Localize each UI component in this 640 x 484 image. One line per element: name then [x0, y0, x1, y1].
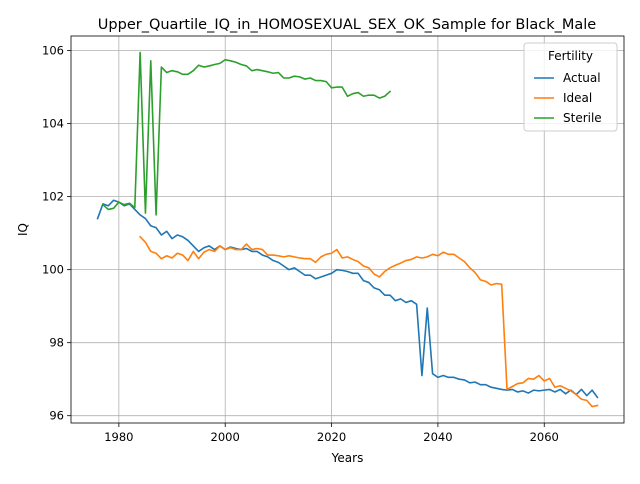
series-line-actual: [96, 199, 599, 399]
y-tick-label: 102: [42, 190, 64, 204]
series-line-sterile: [101, 51, 392, 216]
legend-title: Fertility: [548, 49, 593, 63]
x-tick-label: 2040: [423, 430, 452, 444]
x-tick-label: 2060: [530, 430, 559, 444]
legend-box: [523, 42, 618, 132]
y-tick-label: 98: [49, 336, 64, 350]
y-tick-label: 96: [49, 409, 64, 423]
legend-entries: Actual Ideal Sterile: [534, 71, 602, 125]
legend-label-ideal: Ideal: [563, 91, 592, 105]
x-tick-label: 2020: [317, 430, 346, 444]
chart-title: Upper_Quartile_IQ_in_HOMOSEXUAL_SEX_OK_S…: [98, 17, 596, 33]
y-tick-label: 104: [42, 117, 64, 131]
series-line-ideal: [138, 235, 599, 408]
legend-label-sterile: Sterile: [563, 111, 602, 125]
y-axis-label: IQ: [16, 223, 30, 236]
y-tick-label: 106: [42, 44, 64, 58]
plot-area-frame: [70, 35, 625, 424]
series-lines: [96, 51, 599, 408]
axis-ticks: 1980 2000 2020 2040 2060 96 98 100 102 104 106: [42, 44, 559, 444]
x-axis-label: Years: [331, 451, 364, 465]
y-tick-label: 100: [42, 263, 64, 277]
x-tick-label: 2000: [211, 430, 240, 444]
legend-label-actual: Actual: [563, 71, 601, 85]
legend: Fertility Actual Ideal Sterile: [523, 42, 618, 132]
x-tick-label: 1980: [104, 430, 133, 444]
